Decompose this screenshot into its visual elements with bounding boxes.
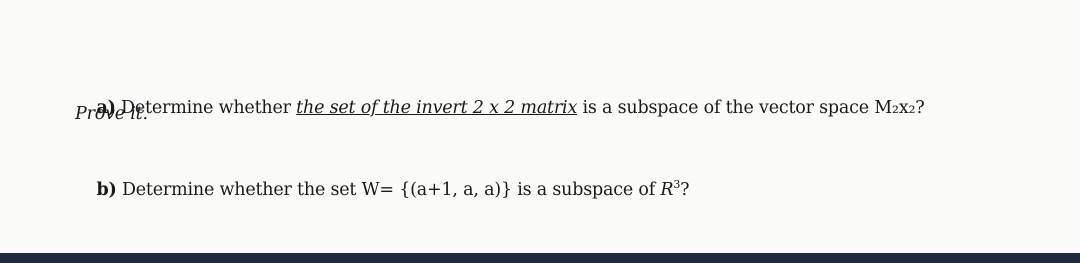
exponent: 3 <box>673 178 681 191</box>
label: a) <box>96 98 116 118</box>
space-symbol: R <box>660 179 674 200</box>
text: is a subspace of the vector space M₂x₂? <box>577 98 925 118</box>
question-a: a) Determine whether the set of the inve… <box>75 78 925 138</box>
label: b) <box>96 179 117 200</box>
question-b: b) Determine whether the set W= {(a+1, a… <box>75 158 689 220</box>
text: ? <box>680 179 690 200</box>
underlined-text: the set of the invert 2 x 2 matrix <box>296 98 578 118</box>
text: Determine whether <box>115 98 297 118</box>
question-a-note: Prove it. <box>75 104 148 124</box>
text: Determine whether the set W= {(a+1, a, a… <box>116 179 661 200</box>
bottom-bar <box>0 253 1080 263</box>
